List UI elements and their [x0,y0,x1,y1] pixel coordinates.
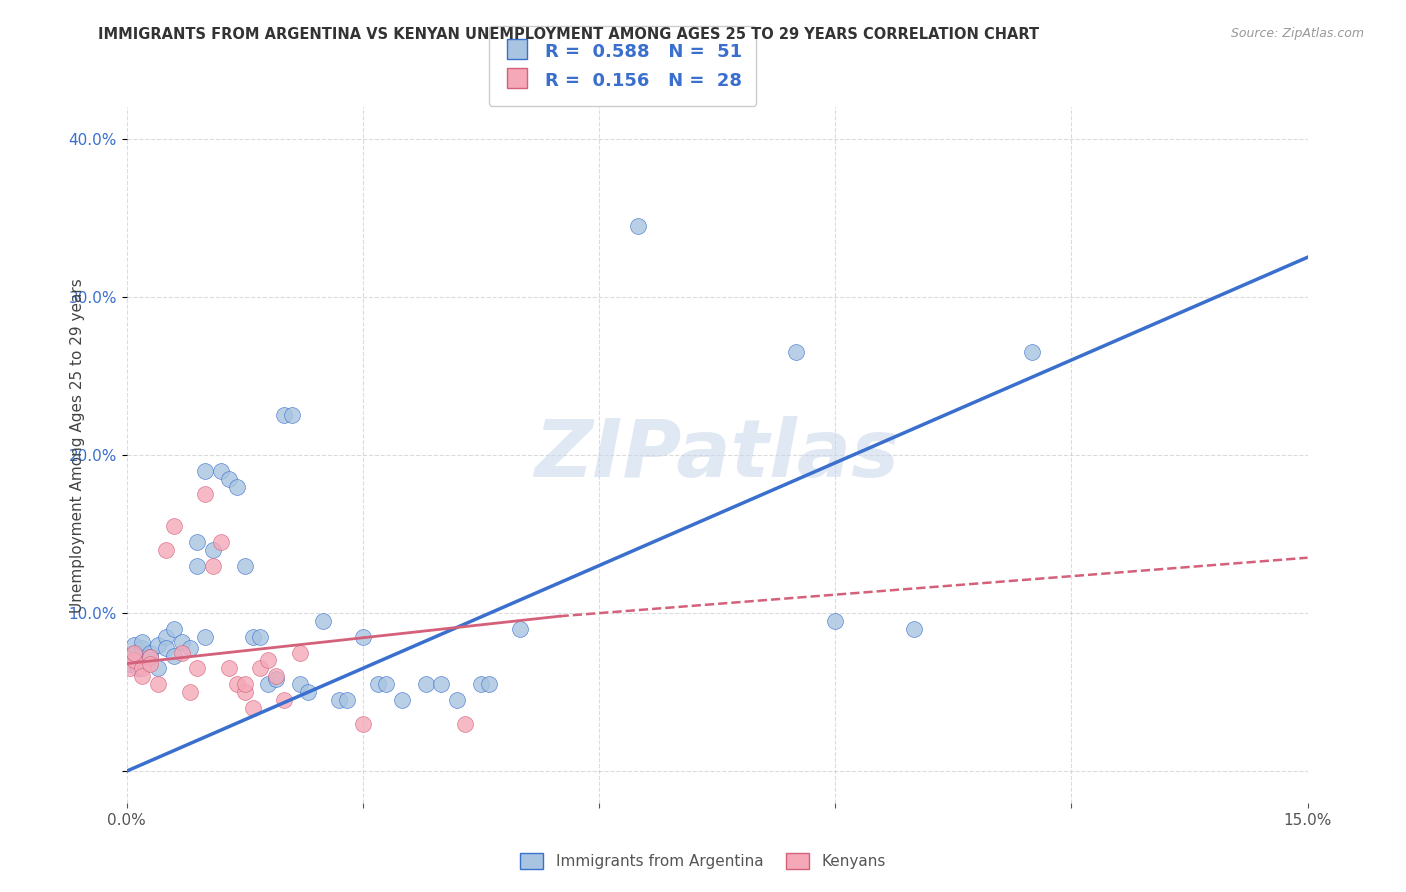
Point [273,693,295,707]
Point [155,630,177,644]
Point [1021,345,1043,359]
Point [249,661,271,675]
Point [352,630,374,644]
Point [146,677,169,691]
Point [202,542,225,557]
Point [131,669,153,683]
Text: IMMIGRANTS FROM ARGENTINA VS KENYAN UNEMPLOYMENT AMONG AGES 25 TO 29 YEARS CORRE: IMMIGRANTS FROM ARGENTINA VS KENYAN UNEM… [98,27,1039,42]
Point [163,622,186,636]
Point [352,716,374,731]
Point [139,650,162,665]
Point [903,622,925,636]
Point [375,677,398,691]
Point [225,677,247,691]
Point [179,685,201,699]
Point [170,646,193,660]
Text: Source: ZipAtlas.com: Source: ZipAtlas.com [1230,27,1364,40]
Point [120,657,142,671]
Point [233,558,256,573]
Point [249,630,271,644]
Point [186,534,208,549]
Point [186,661,208,675]
Point [194,464,217,478]
Point [264,669,287,683]
Point [391,693,413,707]
Point [273,409,295,423]
Point [627,219,650,233]
Point [146,661,169,675]
Point [242,701,264,715]
Point [179,640,201,655]
Point [367,677,389,691]
Point [170,634,193,648]
Point [186,558,208,573]
Point [131,640,153,655]
Point [163,648,186,663]
Point [194,487,217,501]
Point [139,657,162,671]
Point [297,685,319,699]
Point [470,677,492,691]
Point [124,646,146,660]
Point [312,614,335,628]
Point [233,677,256,691]
Point [139,646,162,660]
Point [328,693,350,707]
Point [257,677,280,691]
Point [139,650,162,665]
Point [257,653,280,667]
Point [155,542,177,557]
Point [824,614,846,628]
Point [454,716,477,731]
Point [785,345,807,359]
Point [478,677,501,691]
Point [209,534,232,549]
Point [415,677,437,691]
Point [124,638,146,652]
Point [288,646,311,660]
Point [146,638,169,652]
Point [225,479,247,493]
Point [155,640,177,655]
Point [218,661,240,675]
Legend: Immigrants from Argentina, Kenyans: Immigrants from Argentina, Kenyans [515,847,891,875]
Point [233,685,256,699]
Text: Unemployment Among Ages 25 to 29 years: Unemployment Among Ages 25 to 29 years [70,278,84,614]
Legend: R =  0.588   N =  51, R =  0.156   N =  28: R = 0.588 N = 51, R = 0.156 N = 28 [489,26,756,106]
Point [124,646,146,660]
Point [430,677,453,691]
Point [288,677,311,691]
Point [131,634,153,648]
Point [202,558,225,573]
Point [264,673,287,687]
Point [194,630,217,644]
Point [163,519,186,533]
Point [281,409,304,423]
Text: ZIPatlas: ZIPatlas [534,416,900,494]
Point [242,630,264,644]
Point [509,622,531,636]
Point [124,653,146,667]
Point [131,661,153,675]
Point [446,693,468,707]
Point [209,464,232,478]
Point [336,693,359,707]
Point [127,661,149,675]
Point [120,661,142,675]
Point [218,472,240,486]
